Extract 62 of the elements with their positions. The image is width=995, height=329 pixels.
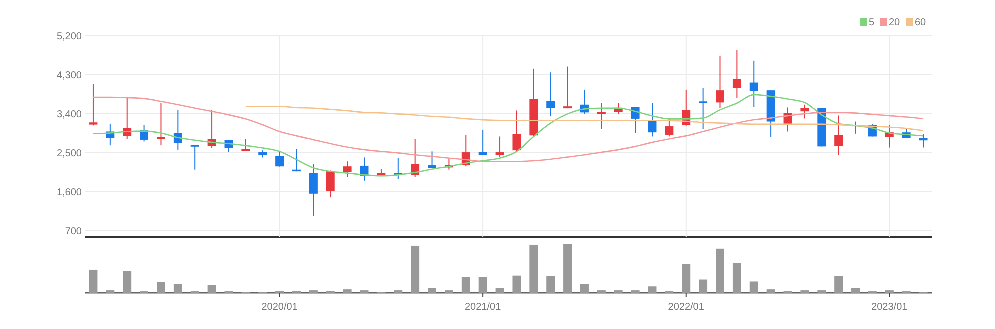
bar bbox=[716, 248, 724, 293]
bar bbox=[530, 244, 538, 293]
y-tick-label: 1,600 bbox=[56, 187, 82, 198]
candlestick bbox=[732, 50, 742, 99]
x-tick-label: 2021/01 bbox=[465, 302, 502, 313]
bar bbox=[343, 290, 352, 293]
candlestick bbox=[242, 138, 250, 152]
candlestick bbox=[597, 102, 606, 130]
candlestick bbox=[665, 118, 674, 138]
bar bbox=[852, 288, 860, 293]
bar bbox=[750, 282, 758, 293]
candlestick bbox=[834, 115, 844, 156]
candlestick bbox=[800, 104, 810, 120]
bar bbox=[564, 244, 572, 293]
candlestick bbox=[309, 164, 318, 216]
x-tick-label: 2020/01 bbox=[262, 302, 298, 313]
candlestick bbox=[564, 66, 572, 110]
bar bbox=[462, 277, 470, 293]
bar bbox=[89, 270, 98, 293]
bar bbox=[834, 276, 844, 293]
bar bbox=[496, 288, 504, 293]
candlestick bbox=[496, 136, 504, 158]
candlestick bbox=[190, 144, 200, 170]
line-series bbox=[245, 106, 924, 132]
bar bbox=[766, 290, 776, 293]
candlestick bbox=[699, 88, 708, 130]
y-tick-label: 700 bbox=[65, 226, 82, 238]
bar bbox=[428, 288, 437, 293]
bar bbox=[208, 285, 216, 293]
legend-label: 5 bbox=[869, 18, 875, 28]
candlestick bbox=[919, 134, 928, 148]
candlestick bbox=[546, 72, 556, 118]
bar bbox=[478, 277, 488, 293]
candlestick bbox=[343, 161, 352, 178]
bar bbox=[648, 286, 657, 293]
bar bbox=[156, 282, 166, 293]
bar bbox=[682, 264, 691, 293]
bar bbox=[411, 246, 420, 293]
y-tick-label: 4,300 bbox=[56, 70, 82, 82]
x-tick-label: 2023/01 bbox=[872, 302, 908, 313]
legend-label: 20 bbox=[889, 18, 901, 28]
candlestick bbox=[89, 84, 98, 126]
legend-label: 60 bbox=[915, 18, 927, 28]
candlestick bbox=[512, 110, 522, 154]
candlestick bbox=[428, 151, 437, 169]
bar bbox=[174, 284, 182, 293]
bar bbox=[699, 280, 708, 293]
y-tick-label: 5,200 bbox=[56, 32, 82, 42]
candlestick bbox=[716, 55, 724, 109]
candlestick bbox=[326, 170, 335, 198]
y-tick-label: 2,500 bbox=[56, 148, 82, 160]
candlestick bbox=[478, 130, 488, 156]
y-tick-label: 3,400 bbox=[56, 109, 82, 120]
bar bbox=[580, 284, 589, 293]
x-tick-label: 2022/01 bbox=[668, 302, 705, 313]
bar bbox=[732, 263, 742, 293]
candlestick bbox=[750, 60, 758, 108]
candlestick bbox=[276, 151, 284, 168]
bar bbox=[546, 276, 556, 293]
bar bbox=[512, 276, 522, 293]
bar bbox=[123, 271, 132, 293]
candlestick bbox=[411, 138, 420, 178]
